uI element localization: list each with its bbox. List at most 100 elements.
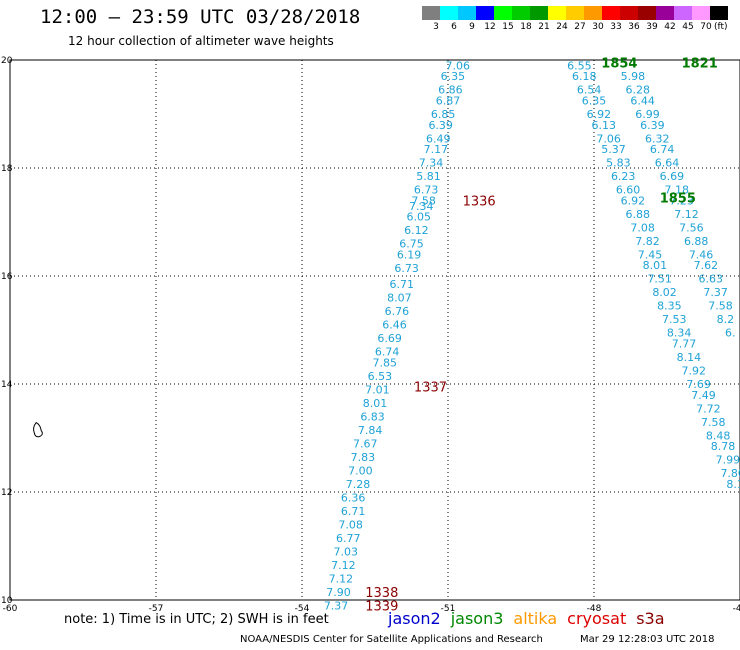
wave-height-value: 7.37 bbox=[703, 286, 728, 299]
wave-height-value: 7.34 bbox=[419, 157, 444, 170]
wave-height-value: 7.08 bbox=[338, 518, 363, 531]
wave-height-value: 8.02 bbox=[652, 286, 677, 299]
wave-height-value: 6. bbox=[725, 327, 736, 340]
legend-label: 9 bbox=[469, 22, 475, 32]
lat-tick-label: 16 bbox=[1, 272, 13, 282]
wave-height-value: 7.01 bbox=[365, 383, 390, 396]
legend-label: 6 bbox=[451, 22, 457, 32]
wave-height-value: 8.35 bbox=[657, 300, 682, 313]
wave-height-value: 6.54 bbox=[577, 84, 602, 97]
wave-height-value: 6.18 bbox=[572, 70, 597, 83]
wave-height-value: 6.87 bbox=[436, 95, 461, 108]
wave-height-value: 6.99 bbox=[635, 108, 660, 121]
wave-height-value: 7.83 bbox=[351, 451, 376, 464]
legend-label: 42 bbox=[664, 22, 676, 32]
legend-swatch bbox=[692, 6, 710, 20]
legend-label: 18 bbox=[520, 22, 532, 32]
wave-height-value: 7.82 bbox=[635, 235, 660, 248]
wave-height-value: 5.37 bbox=[601, 143, 626, 156]
wave-height-value: 6.49 bbox=[426, 132, 451, 145]
wave-height-value: 7.92 bbox=[682, 365, 707, 378]
satellite-legend-item: jason2 bbox=[388, 609, 441, 628]
lat-tick-label: 18 bbox=[1, 164, 13, 174]
pass-time-label: 1336 bbox=[463, 194, 496, 209]
legend-swatch bbox=[458, 6, 476, 20]
wave-height-value: 5.98 bbox=[621, 70, 646, 83]
lon-tick-label: -60 bbox=[3, 604, 18, 614]
wave-height-value: 7.12 bbox=[329, 572, 354, 585]
wave-height-value: 7.08 bbox=[630, 221, 655, 234]
wave-height-value: 7.85 bbox=[372, 356, 397, 369]
wave-height-value: 7.28 bbox=[346, 478, 371, 491]
wave-height-value: 6.64 bbox=[655, 157, 680, 170]
wave-height-value: 6.73 bbox=[414, 184, 439, 197]
wave-height-value: 7.58 bbox=[411, 194, 436, 207]
wave-height-value: 7.67 bbox=[353, 437, 378, 450]
wave-height-value: 7.34 bbox=[409, 200, 434, 213]
wave-height-value: 7.62 bbox=[694, 259, 719, 272]
wave-height-value: 6.05 bbox=[407, 211, 432, 224]
wave-height-value: 6.77 bbox=[336, 532, 361, 545]
pass-time-label: 1855 bbox=[660, 192, 696, 207]
legend-label: 45 bbox=[682, 22, 694, 32]
wave-height-value: 6.60 bbox=[616, 184, 641, 197]
legend-label: 21 bbox=[538, 22, 550, 32]
lon-tick-label: -45 bbox=[733, 604, 740, 614]
legend-unit: (ft) bbox=[714, 22, 728, 32]
wave-height-value: 7.17 bbox=[424, 143, 449, 156]
wave-height-value: 7.37 bbox=[324, 599, 349, 612]
legend-swatch bbox=[440, 6, 458, 20]
wave-height-value: 8.14 bbox=[677, 351, 702, 364]
wave-height-value: 6.88 bbox=[684, 235, 709, 248]
legend-swatch bbox=[566, 6, 584, 20]
legend-label: 30 bbox=[592, 22, 604, 32]
wave-height-value: 5.83 bbox=[606, 157, 631, 170]
wave-height-value: 7.69 bbox=[686, 378, 711, 391]
lat-tick-label: 14 bbox=[1, 380, 13, 390]
wave-height-value: 8.01 bbox=[363, 397, 388, 410]
wave-height-value: 8.78 bbox=[711, 440, 736, 453]
wave-height-value: 7.18 bbox=[664, 184, 689, 197]
satellite-legend-item: cryosat bbox=[567, 609, 627, 628]
lat-tick-label: 12 bbox=[1, 488, 12, 498]
color-legend: 3 6 9 12 15 18 21 24 27 30 33 36 39 42 45 70 (ft) bbox=[422, 6, 738, 38]
wave-height-value: 7.84 bbox=[358, 424, 383, 437]
satellite-legend: jason2 jason3 altika cryosat s3a bbox=[388, 609, 665, 628]
wave-height-value: 6.92 bbox=[621, 194, 646, 207]
legend-swatch bbox=[494, 6, 512, 20]
wave-height-value: 6.75 bbox=[399, 238, 424, 251]
wave-height-value: 7.45 bbox=[638, 248, 663, 261]
wave-height-value: 7.53 bbox=[662, 313, 687, 326]
lat-tick-label: 20 bbox=[1, 56, 13, 66]
wave-height-value: 6.76 bbox=[385, 305, 410, 318]
legend-swatch bbox=[674, 6, 692, 20]
legend-swatch bbox=[422, 6, 440, 20]
satellite-legend-item: s3a bbox=[636, 609, 665, 628]
pass-time-label: 1338 bbox=[365, 586, 398, 601]
wave-height-value: 5.81 bbox=[416, 170, 441, 183]
lat-tick-label: 10 bbox=[1, 596, 13, 606]
wave-height-value: 6.32 bbox=[645, 132, 670, 145]
wave-height-value: 6.39 bbox=[428, 119, 453, 132]
wave-height-value: 7.58 bbox=[708, 300, 733, 313]
wave-height-value: 6.35 bbox=[582, 95, 607, 108]
wave-height-value: 6.74 bbox=[650, 143, 675, 156]
wave-height-value: 7.23 bbox=[669, 194, 694, 207]
island-outline bbox=[33, 421, 43, 438]
wave-height-value: 7.99 bbox=[716, 454, 740, 467]
page-title: 12:00 – 23:59 UTC 03/28/2018 bbox=[40, 6, 361, 28]
wave-height-value: 7.06 bbox=[596, 132, 621, 145]
wave-height-value: 8.48 bbox=[706, 429, 731, 442]
pass-time-label: 1821 bbox=[682, 57, 718, 72]
wave-height-value: 6.36 bbox=[341, 491, 366, 504]
legend-label: 39 bbox=[646, 22, 658, 32]
pass-time-label: 1854 bbox=[601, 57, 637, 72]
satellite-legend-item: altika bbox=[513, 609, 558, 628]
wave-height-value: 7.77 bbox=[672, 338, 697, 351]
wave-height-value: 6.46 bbox=[382, 319, 407, 332]
legend-swatch bbox=[602, 6, 620, 20]
wave-height-value: 7.58 bbox=[701, 416, 726, 429]
wave-height-value: 6.69 bbox=[660, 170, 685, 183]
wave-height-value: 6.39 bbox=[640, 119, 665, 132]
